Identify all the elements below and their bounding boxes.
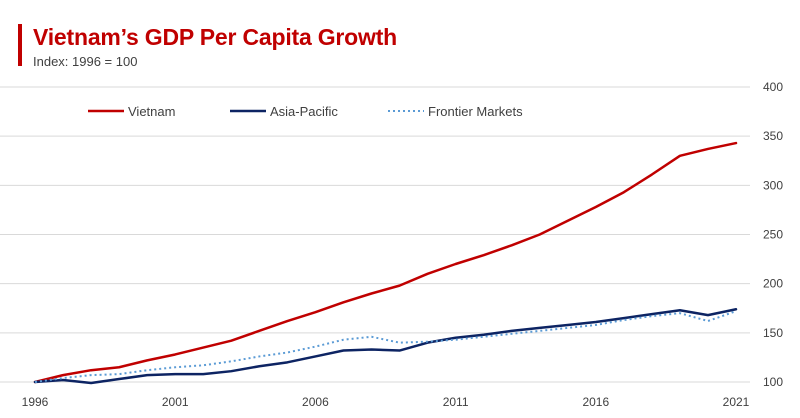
x-tick-label: 2001 (162, 395, 189, 409)
gridlines (0, 86, 750, 383)
y-axis-ticks: 100 150 200 250 300 350 400 (763, 80, 783, 389)
legend: Vietnam Asia-Pacific Frontier Markets (88, 104, 523, 119)
x-tick-label: 1996 (22, 395, 49, 409)
x-tick-label: 2011 (443, 395, 469, 409)
x-axis-ticks: 1996 2001 2006 2011 2016 2021 (22, 395, 750, 409)
series-line-asia-pacific (33, 307, 738, 385)
legend-label: Frontier Markets (428, 104, 523, 119)
y-tick-label: 150 (763, 326, 783, 340)
chart-title: Vietnam’s GDP Per Capita Growth (33, 24, 398, 50)
y-tick-label: 100 (763, 375, 783, 389)
series-line-frontier-markets (34, 310, 737, 383)
y-tick-label: 350 (763, 129, 783, 143)
series-line-vietnam (33, 141, 738, 384)
legend-label: Vietnam (128, 104, 175, 119)
legend-label: Asia-Pacific (270, 104, 338, 119)
series-lines (33, 141, 738, 385)
x-tick-label: 2016 (582, 395, 609, 409)
y-tick-label: 200 (763, 277, 783, 291)
chart-subtitle: Index: 1996 = 100 (33, 54, 138, 69)
y-tick-label: 400 (763, 80, 783, 94)
x-tick-label: 2021 (723, 395, 750, 409)
y-tick-label: 250 (763, 228, 783, 242)
title-accent-bar (18, 24, 22, 66)
y-tick-label: 300 (763, 178, 783, 192)
x-tick-label: 2006 (302, 395, 329, 409)
